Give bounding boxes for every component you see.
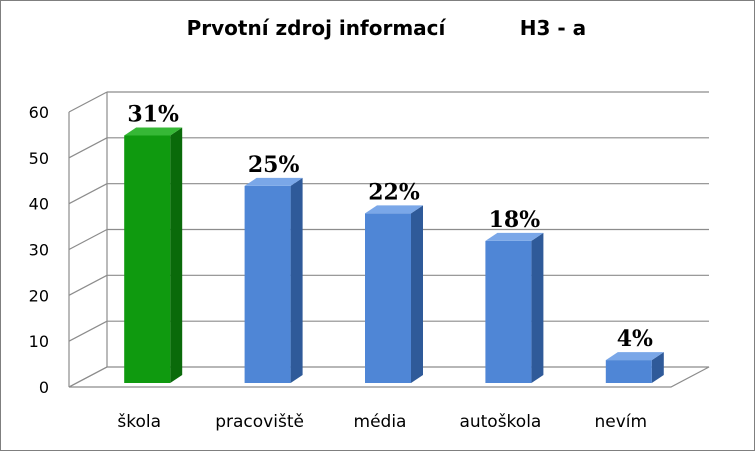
bar [124, 127, 183, 383]
data-label: 31% [127, 102, 179, 128]
bar [605, 352, 664, 383]
bar-side [411, 205, 423, 383]
y-tick-label: 20 [29, 286, 49, 305]
bar-front [365, 213, 411, 383]
x-category-label: škola [117, 412, 161, 432]
bar-front [244, 185, 291, 383]
x-category-label: pracoviště [215, 412, 304, 432]
data-label: 25% [248, 152, 300, 178]
chart-subtitle: H3 - a [520, 16, 586, 40]
chart-title: Prvotní zdroj informací [187, 16, 447, 40]
bar [485, 232, 544, 383]
y-tick-label: 50 [29, 149, 49, 168]
bar-top [124, 127, 183, 136]
gridline-diagonal [68, 137, 108, 159]
bar-side [651, 352, 664, 383]
gridline-diagonal [68, 183, 108, 205]
bar-side [531, 232, 544, 383]
y-tick-label: 0 [39, 378, 49, 397]
x-category-label: média [354, 412, 407, 432]
bar-top [605, 352, 664, 361]
bar [244, 177, 303, 383]
y-tick-label: 10 [29, 332, 49, 351]
bar-side [170, 127, 183, 383]
gridline-diagonal [68, 320, 108, 342]
gridline-diagonal [68, 366, 108, 388]
bar-top [244, 177, 303, 186]
x-category-label: autoškola [459, 412, 541, 432]
gridline-diagonal [68, 91, 108, 113]
labels-layer: 0 10 20 30 40 50 60 31% škola 25% pracoviště 22% méd… [29, 102, 653, 433]
bar [365, 205, 423, 383]
bar-top [485, 232, 544, 241]
bar-side [290, 177, 303, 383]
bar-front [485, 240, 532, 383]
gridline-diagonal [68, 274, 108, 296]
y-tick-label: 60 [29, 103, 49, 122]
y-tick-label: 40 [29, 195, 49, 214]
bar-top [365, 205, 423, 214]
bars-layer [124, 127, 664, 383]
data-label: 22% [368, 179, 420, 205]
gridline-diagonal [68, 228, 108, 251]
bar-front [124, 135, 171, 383]
x-category-label: nevím [595, 412, 648, 432]
data-label: 4% [617, 326, 653, 352]
bar-front [605, 360, 652, 383]
y-tick-label: 30 [29, 241, 49, 260]
data-label: 18% [489, 207, 541, 233]
